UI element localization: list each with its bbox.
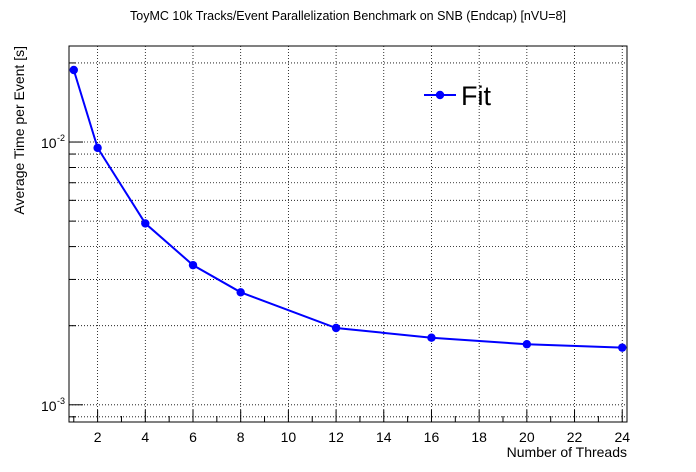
x-tick-label: 8: [237, 429, 245, 445]
plot-frame: [68, 45, 628, 423]
x-tick-label: 6: [189, 429, 197, 445]
x-tick-label: 12: [328, 429, 344, 445]
data-point: [331, 323, 341, 333]
x-tick-label: 14: [376, 429, 392, 445]
x-tick-label: 20: [519, 429, 535, 445]
x-tick-label: 24: [614, 429, 630, 445]
data-point: [188, 260, 198, 270]
y-axis: 10-210-3: [41, 62, 83, 418]
data-point: [69, 65, 78, 75]
x-tick-label: 4: [141, 429, 149, 445]
y-tick-label: 10: [41, 135, 57, 151]
chart-title: ToyMC 10k Tracks/Event Parallelization B…: [130, 9, 566, 23]
data-point: [618, 343, 627, 352]
y-axis-label: Average Time per Event [s]: [11, 46, 27, 215]
series-line-fit: [72, 69, 623, 349]
x-tick-label: 2: [94, 429, 102, 445]
data-point: [427, 333, 436, 342]
x-tick-label: 22: [567, 429, 583, 445]
legend: Fit: [424, 81, 491, 111]
grid-lines: [69, 46, 627, 422]
x-tick-label: 18: [471, 429, 487, 445]
y-tick-label-exponent: -2: [57, 133, 65, 143]
data-point: [93, 143, 102, 153]
x-tick-label: 16: [424, 429, 440, 445]
x-axis: 2 4 6 8 10 12 14 16 18 20 22 24: [73, 410, 630, 445]
y-tick-label-exponent: -3: [57, 396, 65, 406]
y-tick-label: 10: [41, 398, 57, 414]
data-point: [522, 340, 532, 349]
data-point: [236, 288, 245, 297]
data-point: [141, 219, 150, 228]
x-axis-label: Number of Threads: [507, 444, 627, 460]
series-group: [69, 65, 627, 352]
x-tick-label: 10: [281, 429, 297, 445]
legend-marker: [435, 90, 445, 100]
legend-label: Fit: [461, 81, 491, 111]
